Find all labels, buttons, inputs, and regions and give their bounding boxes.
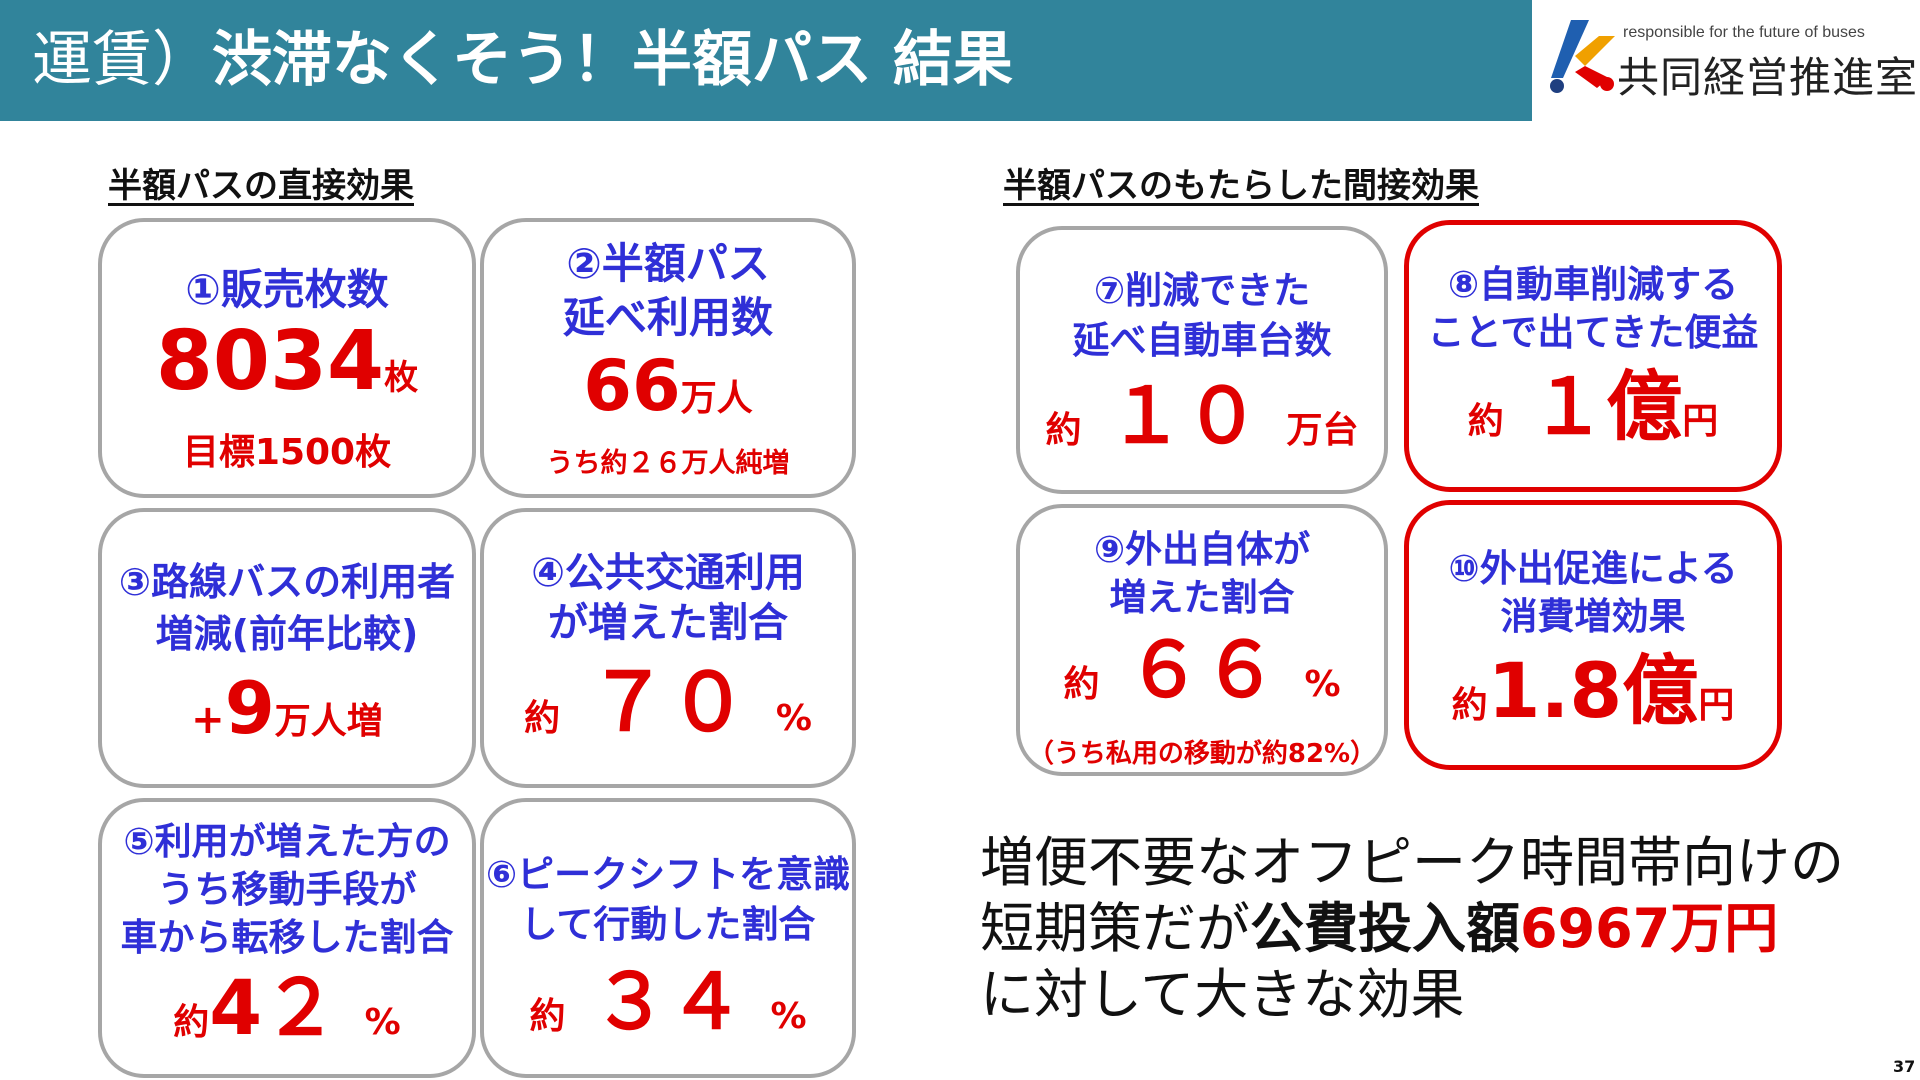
card-label-1: ⑨外出自体が [1093,528,1311,571]
card-value: ７０ [587,656,748,749]
card-label-3: 車から転移した割合 [120,916,454,959]
card-unit: % [1304,664,1341,705]
card-label-1: ⑤利用が増えた方の [123,820,451,863]
summary-public-funding: 公費投入額 [1250,897,1520,960]
card-prefix: 約 [1467,401,1504,442]
summary-line-3: に対して大きな効果 [980,963,1465,1026]
card-value-row: 約1.8億円 [1409,641,1777,756]
card-peak-shift: ⑥ピークシフトを意識 して行動した割合 約 ３４ % [480,798,856,1078]
card-unit: 円 [1698,685,1735,726]
header-bar: 運賃）渋滞なくそう！半額パス 結果 [0,0,1532,121]
card-prefix: 約 [529,996,566,1037]
card-value-row: 66万人 [484,344,852,441]
card-value: 66 [583,345,681,427]
card-outing-increase: ⑨外出自体が 増えた割合 約 ６６ % （うち私用の移動が約82%） [1016,504,1388,776]
card-value-row: 約 ６６ % [1020,622,1384,733]
card-prefix: 約 [524,698,561,739]
card-value: １億 [1530,362,1683,451]
summary-amount: 6967万円 [1520,897,1779,960]
card-label-1: ⑦削減できた [1093,269,1311,312]
card-sub: 目標1500枚 [182,432,392,473]
card-label-2: 消費増効果 [1500,595,1686,638]
card-value-row: 8034枚 [102,317,472,423]
indirect-effects-title: 半額パスのもたらした間接効果 [1003,166,1479,206]
card-label-2: 増減(前年比較) [155,612,419,656]
card-sales-count: ①販売枚数 8034枚 目標1500枚 [98,218,476,498]
card-sub: うち約２６万人純増 [546,448,790,479]
card-label-2: うち移動手段が [157,868,417,911]
card-label-2: が増えた割合 [548,600,788,646]
card-value-row: +9万人増 [102,660,472,770]
card-prefix: 約 [1063,664,1100,705]
card-unit: % [364,1002,401,1043]
card-unit: % [770,996,807,1037]
summary-line-2-pre: 短期策だが [980,897,1250,960]
card-value: 9 [224,666,275,750]
page-number: 37 [1893,1057,1916,1076]
card-label-1: ④公共交通利用 [531,550,805,596]
card-value: １０ [1108,371,1260,460]
logo-tagline: responsible for the future of buses [1623,24,1865,41]
card-label-1: ⑧自動車削減する [1447,263,1739,306]
title-prefix: 運賃） [32,25,212,95]
card-value-row: 約 １０ 万台 [1020,366,1384,481]
summary-line-1: 増便不要なオフピーク時間帯向けの [980,831,1844,894]
card-public-transit: ④公共交通利用 が増えた割合 約 ７０ % [480,508,856,788]
card-value: 4２ [209,963,339,1052]
card-label-1: ③路線バスの利用者 [118,560,456,604]
direct-effects-title: 半額パスの直接効果 [108,166,414,206]
title-main: 渋滞なくそう！半額パス 結果 [212,25,1013,95]
card-value: 1.8億 [1487,646,1699,735]
card-car-reduction: ⑦削減できた 延べ自動車台数 約 １０ 万台 [1016,226,1388,494]
card-prefix: 約 [1451,685,1488,726]
card-value-row: 約 ７０ % [484,648,852,774]
page-title: 運賃）渋滞なくそう！半額パス 結果 [32,20,1013,100]
card-label: ①販売枚数 [185,265,389,314]
logo-name: 共同経営推進室 [1617,53,1919,102]
card-value-row: 約 ３４ % [484,950,852,1069]
card-label-1: ⑩外出促進による [1448,547,1738,590]
card-value-row: 約 １億円 [1409,357,1777,472]
card-sub: （うち私用の移動が約82%） [1027,739,1377,769]
card-prefix: 約 [173,1002,210,1043]
card-consumption: ⑩外出促進による 消費増効果 約1.8億円 [1404,500,1782,770]
card-unit: 円 [1682,401,1719,442]
card-value: ６６ [1125,625,1278,714]
card-value: ３４ [591,957,744,1046]
card-label-1: ⑥ピークシフトを意識 [485,853,851,896]
card-pass-usage: ②半額パス 延べ利用数 66万人 うち約２６万人純増 [480,218,856,498]
card-label-2: 延べ利用数 [562,293,773,342]
card-unit: 万人増 [274,701,383,742]
card-label-2: 延べ自動車台数 [1072,319,1332,362]
card-label-2: して行動した割合 [520,903,816,946]
card-unit: 枚 [384,358,419,398]
card-prefix: 約 [1045,410,1082,451]
card-value-row: 約4２ % [102,962,472,1069]
logo-mark-icon [1550,20,1615,93]
card-label-2: ことで出てきた便益 [1427,311,1759,354]
summary-line-2: 短期策だが公費投入額6967万円 [980,896,1844,962]
card-bus-users: ③路線バスの利用者 増減(前年比較) +9万人増 [98,508,476,788]
card-label-1: ②半額パス [566,239,770,288]
logo: responsible for the future of buses 共同経営… [1545,10,1919,110]
card-value: 8034 [155,314,385,409]
card-unit: 万人 [680,378,753,419]
card-unit: 万台 [1286,410,1359,451]
card-label-2: 増えた割合 [1109,576,1295,619]
card-car-shift: ⑤利用が増えた方の うち移動手段が 車から転移した割合 約4２ % [98,798,476,1078]
summary-text: 増便不要なオフピーク時間帯向けの 短期策だが公費投入額6967万円 に対して大き… [980,830,1844,1028]
card-unit: % [775,698,812,739]
card-car-benefit: ⑧自動車削減する ことで出てきた便益 約 １億円 [1404,220,1782,492]
card-prefix: + [191,697,225,743]
